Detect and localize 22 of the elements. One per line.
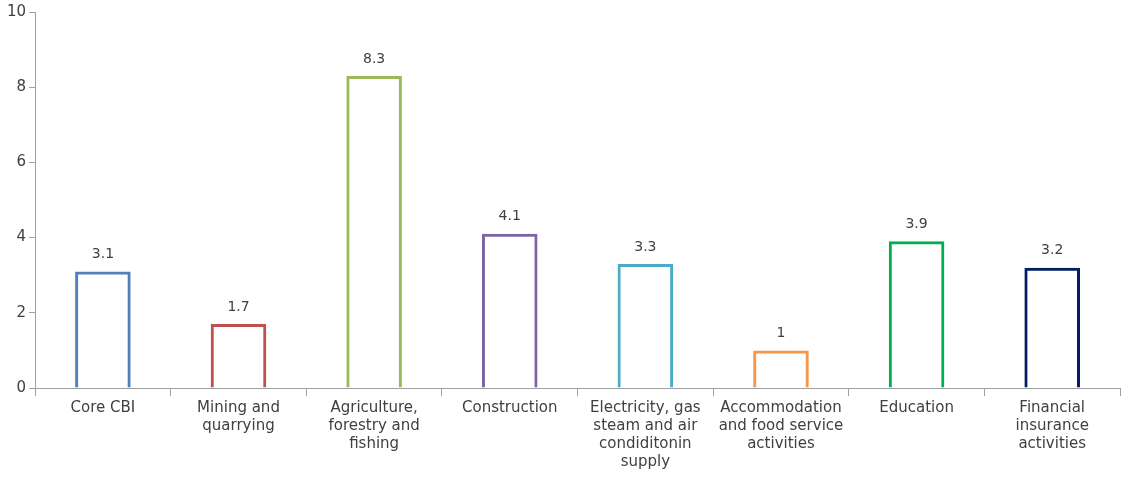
y-tick-label: 4 (16, 227, 27, 246)
x-tick-label: Financial insurance activities (1015, 397, 1089, 452)
y-tick-label: 6 (16, 152, 27, 171)
data-label: 3.2 (1041, 241, 1064, 258)
x-tick-label: Agriculture, forestry and fishing (328, 397, 420, 452)
y-tick-label: 8 (16, 77, 27, 96)
x-tick-label: Education (879, 397, 954, 416)
x-tick-label: Electricity, gas steam and air condiditonin supply (590, 397, 701, 470)
data-label: 3.1 (91, 245, 115, 262)
x-tick-label: Accommodation and food service activities (718, 397, 844, 452)
data-label: 4.1 (498, 207, 521, 224)
data-label: 3.9 (905, 215, 928, 231)
y-tick-label: 10 (6, 1, 27, 20)
data-label: 1.7 (227, 297, 250, 314)
x-tick-label: Core CBI (70, 397, 136, 416)
data-label: 1 (776, 324, 786, 341)
y-tick-label: 2 (16, 302, 27, 321)
data-label: 8.3 (362, 49, 386, 66)
data-label: 3.3 (634, 237, 657, 254)
x-tick-label: Construction (461, 397, 558, 416)
x-tick-label: Mining and quarrying (197, 397, 280, 434)
y-tick-label: 0 (16, 377, 27, 396)
